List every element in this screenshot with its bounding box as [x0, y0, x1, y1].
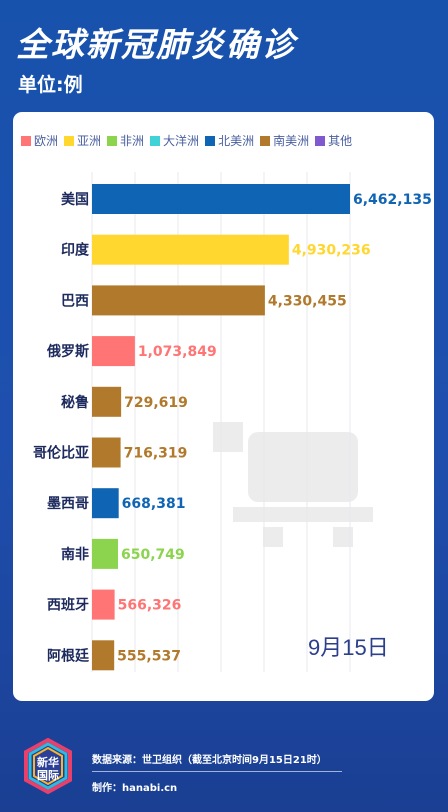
legend-item: 北美洲: [205, 132, 254, 149]
legend: 欧洲 亚洲 非洲 大洋洲 北美洲 南美洲 其他: [21, 132, 431, 149]
value-label: 1,073,849: [138, 344, 217, 360]
bar: [92, 234, 289, 265]
value-label: 555,537: [117, 648, 181, 664]
bar: [92, 285, 265, 316]
logo-text-line1: 新华: [37, 756, 59, 769]
legend-swatch: [315, 135, 326, 146]
bar-chart: 美国 6,462,135 印度 4,930,236 巴西 4,330,455 俄罗斯 1,07…: [33, 172, 432, 672]
bar: [92, 488, 119, 519]
category-label: 阿根廷: [47, 647, 90, 664]
bar: [92, 386, 122, 417]
legend-item: 其他: [315, 132, 352, 149]
bar: [92, 437, 121, 468]
legend-item: 大洋洲: [150, 132, 199, 149]
logo-text-line2: 国际: [37, 769, 59, 782]
bar: [92, 640, 115, 671]
category-label: 巴西: [61, 293, 89, 309]
category-label: 印度: [61, 242, 90, 259]
category-label: 墨西哥: [47, 496, 89, 512]
category-label: 西班牙: [47, 597, 89, 614]
value-label: 729,619: [124, 395, 188, 411]
value-label: 650,749: [121, 547, 185, 563]
category-label: 美国: [61, 191, 89, 208]
value-label: 4,330,455: [268, 293, 347, 309]
legend-label: 大洋洲: [163, 134, 200, 148]
maker-credit: 制作：hanabi.cn: [92, 783, 178, 794]
value-label: 4,930,236: [292, 243, 371, 259]
value-label: 566,326: [118, 598, 182, 614]
legend-label: 亚洲: [77, 134, 102, 148]
legend-label: 欧洲: [34, 134, 59, 148]
bar: [92, 538, 118, 569]
chart-card: 欧洲 亚洲 非洲 大洋洲 北美洲 南美洲 其他 美国 6,462,135 印度 4,930,236…: [13, 112, 434, 701]
value-label: 716,319: [124, 446, 188, 462]
category-label: 南非: [61, 546, 89, 563]
xinhua-logo-icon: [24, 738, 72, 794]
page-title: 全球新冠肺炎确诊: [16, 25, 296, 64]
legend-label: 南美洲: [273, 134, 310, 148]
data-source: 数据来源：世卫组织（截至北京时间9月15日21时）: [92, 755, 327, 766]
unit-label: 单位:例: [18, 74, 83, 96]
legend-swatch: [205, 135, 216, 146]
legend-label: 北美洲: [218, 134, 255, 148]
legend-item: 南美洲: [260, 132, 309, 149]
legend-swatch: [150, 135, 161, 146]
bar: [92, 184, 350, 214]
legend-swatch: [107, 135, 118, 146]
legend-swatch: [260, 135, 271, 146]
legend-item: 非洲: [107, 132, 144, 149]
date-label: 9月15日: [308, 635, 389, 660]
footer-divider: [92, 771, 342, 772]
legend-item: 欧洲: [21, 132, 58, 149]
legend-label: 非洲: [120, 134, 145, 148]
bar: [92, 336, 135, 367]
legend-swatch: [21, 135, 31, 146]
watermark-icon: [213, 422, 373, 547]
legend-swatch: [64, 135, 75, 146]
legend-item: 亚洲: [64, 132, 101, 149]
logo-text: 新华 国际: [34, 756, 62, 782]
value-label: 6,462,135: [353, 192, 432, 208]
legend-label: 其他: [328, 134, 353, 148]
category-label: 秘鲁: [61, 394, 89, 411]
value-label: 668,381: [122, 496, 186, 512]
category-label: 哥伦比亚: [33, 445, 89, 462]
bar: [92, 589, 115, 620]
category-label: 俄罗斯: [46, 343, 89, 360]
